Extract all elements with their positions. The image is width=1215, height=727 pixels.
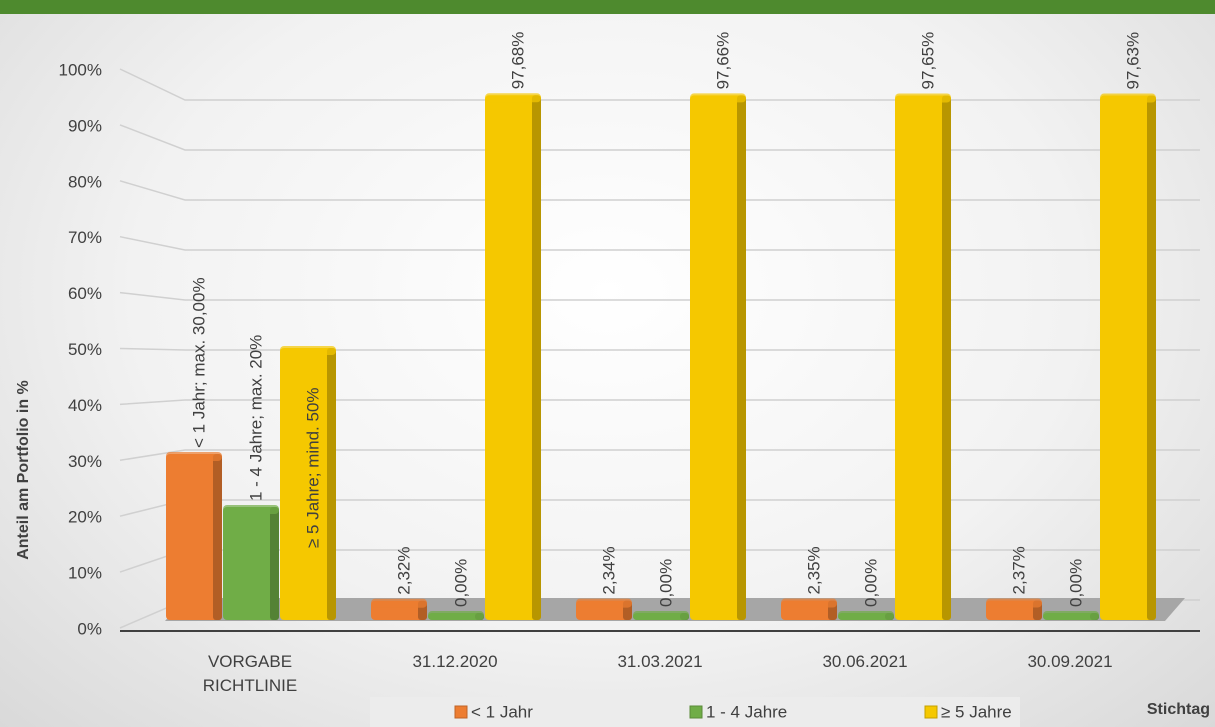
y-axis-label: Anteil am Portfolio in % <box>15 380 32 560</box>
bar-side <box>942 95 951 620</box>
data-label: 2,35% <box>804 546 823 594</box>
y-tick-label: 70% <box>68 228 102 247</box>
bar-top <box>1100 93 1156 103</box>
data-label: 97,65% <box>918 32 937 90</box>
grid-line <box>119 235 1200 251</box>
bar <box>781 598 837 620</box>
x-axis-label: Stichtag <box>1147 701 1210 718</box>
data-label: 1 - 4 Jahre; max. 20% <box>246 335 265 501</box>
legend-label: 1 - 4 Jahre <box>706 702 787 721</box>
bar-top <box>895 93 951 103</box>
data-label: 0,00% <box>1066 559 1085 607</box>
data-label: 2,34% <box>599 546 618 594</box>
y-tick-label: 20% <box>68 508 102 527</box>
bar <box>986 598 1042 620</box>
grid-line <box>119 347 1200 351</box>
bar-top <box>781 598 837 608</box>
legend-swatch <box>454 705 468 719</box>
grid-line <box>119 124 1200 151</box>
bar-top <box>223 505 279 514</box>
data-label: 0,00% <box>656 559 675 607</box>
bar <box>280 346 336 620</box>
legend-label: ≥ 5 Jahre <box>941 702 1012 721</box>
bar-front <box>895 95 951 620</box>
legend-swatch <box>689 705 703 719</box>
bar <box>633 611 689 620</box>
grid-line <box>119 449 1200 462</box>
y-tick-label: 0% <box>77 619 102 638</box>
bar-side <box>1147 95 1156 621</box>
y-tick-label: 40% <box>68 396 102 415</box>
bar-top <box>576 598 632 608</box>
bar-front <box>280 348 336 620</box>
bar <box>485 93 541 620</box>
x-tick-label: 30.09.2021 <box>1027 652 1113 671</box>
bar-front <box>1100 95 1156 621</box>
bar <box>166 452 222 620</box>
bar-top <box>986 598 1042 608</box>
bar <box>428 611 484 620</box>
y-tick-label: 10% <box>68 564 102 583</box>
bar-top <box>485 93 541 103</box>
bar-top <box>633 611 689 620</box>
data-label: 97,68% <box>508 32 527 90</box>
bar-top <box>280 346 336 355</box>
y-tick-label: 100% <box>59 60 102 79</box>
y-tick-label: 50% <box>68 340 102 359</box>
y-tick-label: 30% <box>68 452 102 471</box>
data-label: 0,00% <box>861 559 880 607</box>
bar-top <box>1043 611 1099 620</box>
bar-side <box>213 454 222 620</box>
bar-front <box>485 95 541 620</box>
x-tick-label: 31.12.2020 <box>412 652 498 671</box>
data-label: 97,63% <box>1123 32 1142 90</box>
bar-top <box>690 93 746 103</box>
bar-front <box>223 507 279 620</box>
bar-top <box>166 452 222 461</box>
bar <box>371 598 427 620</box>
x-tick-label: VORGABE RICHTLINIE <box>202 652 298 695</box>
bar <box>576 598 632 620</box>
bar <box>1100 93 1156 621</box>
data-label: ≥ 5 Jahre; mind. 50% <box>303 387 322 548</box>
x-tick-label: 30.06.2021 <box>822 652 908 671</box>
data-label: 97,66% <box>713 32 732 90</box>
x-tick-label: 31.03.2021 <box>617 652 703 671</box>
bar-top <box>371 598 427 608</box>
y-tick-label: 80% <box>68 172 102 191</box>
bar-front <box>166 454 222 620</box>
grid-line <box>119 180 1200 201</box>
top-bar <box>0 0 1215 14</box>
bar-top <box>838 611 894 620</box>
bar <box>1043 611 1099 620</box>
y-tick-label: 60% <box>68 284 102 303</box>
bar-side <box>532 95 541 620</box>
bar <box>895 93 951 620</box>
bar-top <box>428 611 484 620</box>
grid-line <box>119 399 1200 406</box>
bar <box>223 505 279 620</box>
bar-side <box>270 507 279 620</box>
grid-line <box>119 291 1200 301</box>
data-label: 2,37% <box>1009 546 1028 594</box>
data-label: 2,32% <box>394 547 413 595</box>
data-label: 0,00% <box>451 559 470 607</box>
grid-line <box>119 68 1200 101</box>
legend-label: < 1 Jahr <box>471 702 533 721</box>
legend-swatch <box>924 705 938 719</box>
y-tick-label: 90% <box>68 116 102 135</box>
bar-front <box>690 95 746 621</box>
data-label: < 1 Jahr; max. 30,00% <box>189 277 208 448</box>
bar-side <box>327 348 336 620</box>
bar-side <box>737 95 746 621</box>
bar <box>838 611 894 620</box>
bar <box>690 93 746 621</box>
